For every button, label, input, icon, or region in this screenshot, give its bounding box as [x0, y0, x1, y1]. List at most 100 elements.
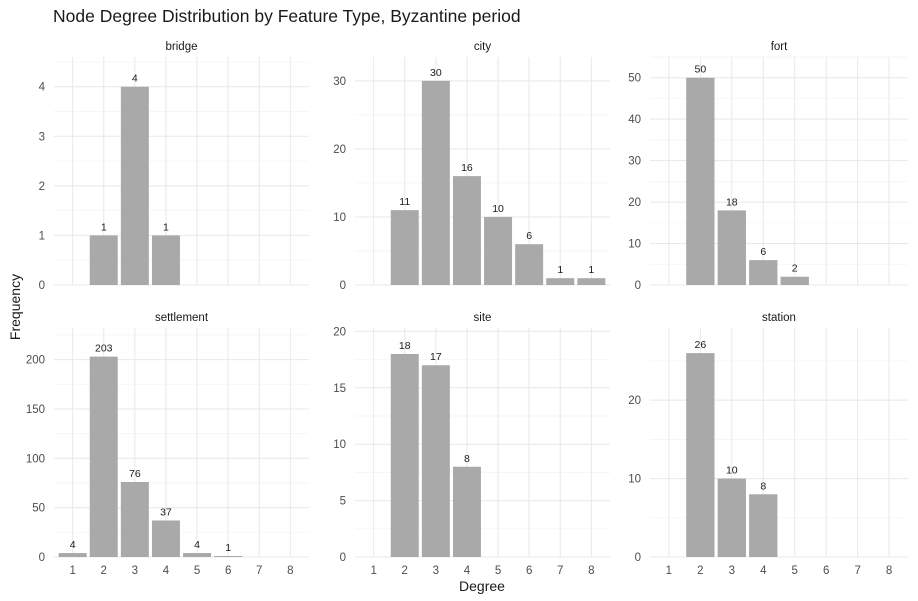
panel-bridge: 0 1 2 3 4 1 4 1 bridge — [39, 41, 309, 292]
x-tick-label: 6 — [526, 565, 532, 577]
bar-value-label: 4 — [132, 73, 138, 85]
y-tick-label: 30 — [333, 76, 346, 88]
bar-city-5 — [484, 216, 513, 285]
bar-city-2 — [390, 210, 419, 285]
y-tick-label: 0 — [340, 280, 346, 292]
bar-value-label: 4 — [70, 539, 76, 551]
bar-city-3 — [421, 80, 450, 285]
chart-title: Node Degree Distribution by Feature Type… — [53, 6, 521, 26]
y-tick-label: 20 — [628, 395, 641, 407]
y-tick-label: 20 — [628, 197, 641, 209]
bar-value-label: 16 — [461, 162, 473, 174]
x-tick-label: 7 — [256, 565, 262, 577]
bar-value-label: 18 — [399, 340, 411, 352]
x-tick-label: 3 — [729, 565, 735, 577]
bar-value-label: 8 — [464, 453, 470, 465]
bar-value-label: 37 — [160, 506, 172, 518]
x-tick-label: 2 — [402, 565, 408, 577]
facet-strip-label: settlement — [155, 312, 209, 324]
y-tick-label: 1 — [39, 230, 45, 242]
x-tick-label: 2 — [101, 565, 107, 577]
x-tick-label: 4 — [163, 565, 170, 577]
bar-station-2 — [686, 353, 715, 557]
y-tick-label: 10 — [628, 239, 641, 251]
y-tick-label: 50 — [32, 503, 45, 515]
bar-bridge-4 — [151, 235, 180, 285]
y-tick-label: 20 — [333, 326, 346, 338]
bar-value-label: 8 — [760, 480, 766, 492]
bar-value-label: 10 — [726, 465, 738, 477]
bar-bridge-2 — [89, 235, 118, 285]
y-tick-label: 20 — [333, 144, 346, 156]
panel-fort: 0 10 20 30 40 50 50 18 6 2 fort — [628, 41, 908, 292]
bar-fort-3 — [717, 210, 746, 285]
y-tick-label: 0 — [635, 552, 641, 564]
y-axis-title: Frequency — [7, 274, 23, 340]
x-tick-label: 1 — [370, 565, 376, 577]
x-tick-label: 5 — [792, 565, 798, 577]
x-tick-label: 6 — [225, 565, 231, 577]
bar-value-label: 17 — [430, 351, 442, 363]
y-tick-label: 0 — [39, 552, 45, 564]
x-tick-label: 7 — [557, 565, 563, 577]
x-tick-label: 1 — [666, 565, 672, 577]
bar-value-label: 10 — [492, 203, 504, 215]
bar-value-label: 30 — [430, 67, 442, 79]
bar-value-label: 26 — [694, 339, 706, 351]
bar-city-7 — [546, 278, 575, 285]
y-tick-label: 50 — [628, 73, 641, 85]
bar-value-label: 18 — [726, 196, 738, 208]
x-tick-label: 4 — [464, 565, 471, 577]
x-tick-label: 8 — [287, 565, 293, 577]
x-tick-label: 4 — [760, 565, 767, 577]
bar-bridge-3 — [120, 86, 149, 285]
bar-value-label: 6 — [526, 230, 532, 242]
y-tick-label: 100 — [26, 453, 45, 465]
bar-value-label: 1 — [588, 264, 594, 276]
y-tick-label: 0 — [635, 280, 641, 292]
x-tick-label: 6 — [823, 565, 829, 577]
y-tick-label: 30 — [628, 156, 641, 168]
bar-value-label: 11 — [399, 196, 410, 208]
x-tick-label: 8 — [886, 565, 892, 577]
facet-strip-label: fort — [771, 41, 788, 53]
bar-settlement-4 — [151, 520, 180, 557]
bar-settlement-6 — [214, 556, 243, 557]
y-tick-label: 10 — [333, 439, 346, 451]
facet-strip-label: station — [762, 312, 796, 324]
y-tick-label: 200 — [26, 355, 45, 367]
y-tick-label: 10 — [628, 474, 641, 486]
bar-settlement-5 — [183, 553, 212, 557]
bar-value-label: 1 — [557, 264, 563, 276]
panel-station: 0 10 20 26 10 8 station 1 2 3 4 5 6 7 8 — [628, 312, 908, 577]
bar-value-label: 1 — [163, 221, 169, 233]
panel-site: 0 5 10 15 20 18 17 8 site 1 2 3 4 5 6 7 8 — [333, 312, 610, 577]
bar-fort-2 — [686, 77, 715, 286]
y-tick-label: 5 — [340, 496, 346, 508]
bar-value-label: 6 — [760, 246, 766, 258]
bar-settlement-2 — [89, 356, 118, 557]
bar-value-label: 50 — [694, 64, 706, 76]
y-tick-label: 0 — [340, 552, 346, 564]
bar-value-label: 76 — [129, 468, 141, 480]
x-tick-label: 5 — [495, 565, 501, 577]
y-tick-label: 4 — [39, 82, 46, 94]
bar-settlement-3 — [120, 481, 149, 557]
y-tick-label: 0 — [39, 280, 45, 292]
panel-settlement: 0 50 100 150 200 4 203 76 37 4 1 settlement 1 2 3 4 5 6 7 8 — [26, 312, 309, 577]
bar-site-3 — [421, 365, 450, 557]
x-axis-title: Degree — [459, 578, 505, 594]
bar-site-4 — [452, 466, 481, 557]
x-tick-label: 2 — [697, 565, 703, 577]
facet-strip-label: bridge — [166, 41, 198, 53]
x-tick-label: 8 — [588, 565, 594, 577]
bar-value-label: 1 — [225, 542, 231, 554]
y-tick-label: 40 — [628, 114, 641, 126]
y-tick-label: 150 — [26, 404, 45, 416]
bar-city-6 — [515, 244, 544, 285]
bar-fort-5 — [780, 276, 809, 285]
y-tick-label: 10 — [333, 212, 346, 224]
